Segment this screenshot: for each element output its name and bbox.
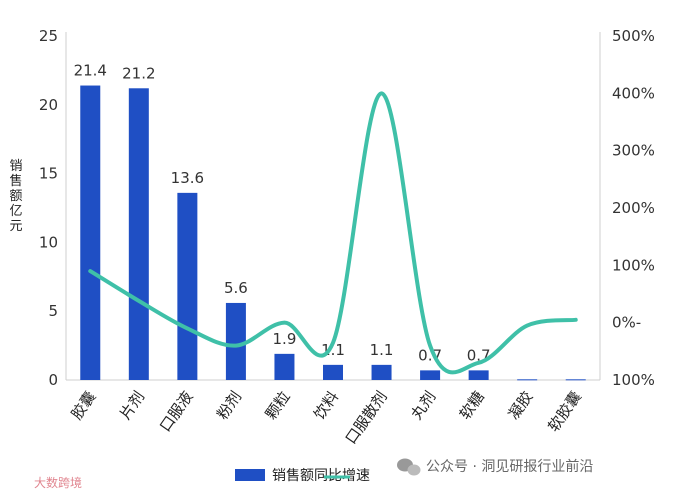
- x-category-label: 丸剂: [407, 388, 439, 423]
- right-y-tick-label: 200%: [612, 199, 655, 217]
- x-axis-categories: 胶囊 片剂 口服液 粉剂 颗粒 饮料 口服散剂 丸剂 软糖 凝胶 软胶囊: [68, 388, 585, 447]
- bar: [225, 302, 246, 380]
- left-y-axis: 0 5 10 15 20 25: [39, 27, 600, 389]
- bar-data-label: 21.2: [122, 64, 155, 82]
- bar: [177, 192, 198, 380]
- y-axis-label-char: 额: [9, 189, 22, 204]
- watermark-left-text: 大数跨境: [34, 475, 82, 490]
- watermark-right-text: 公众号 · 洞见研报行业前沿: [426, 458, 593, 475]
- y-axis-label-char: 元: [9, 219, 22, 234]
- x-category-label: 颗粒: [262, 388, 294, 423]
- bar: [517, 379, 538, 381]
- bar-data-label: 1.9: [273, 330, 297, 348]
- x-category-label: 凝胶: [504, 388, 536, 423]
- x-category-label: 软糖: [456, 388, 488, 423]
- y-axis-label-char: 亿: [9, 204, 22, 219]
- y-axis-label-char: 销: [9, 159, 22, 174]
- left-y-tick-label: 5: [48, 302, 58, 320]
- x-category-label: 口服液: [156, 388, 197, 435]
- bar-data-label: 5.6: [224, 279, 248, 297]
- right-y-axis: 500% 400% 300% 200% 100% 0%- 100%: [599, 27, 655, 389]
- bar: [371, 364, 392, 380]
- x-category-label: 粉剂: [213, 388, 245, 423]
- bar-data-label: 13.6: [171, 169, 204, 187]
- right-y-tick-label: 100%: [612, 256, 655, 274]
- wechat-icon: [397, 458, 421, 476]
- left-y-tick-label: 25: [39, 27, 58, 45]
- bar: [420, 370, 441, 380]
- right-y-tick-label: 100%: [612, 371, 655, 389]
- watermark: 公众号 · 洞见研报行业前沿 大数跨境: [34, 458, 593, 490]
- right-y-tick-label: 500%: [612, 27, 655, 45]
- bar: [565, 379, 586, 381]
- x-category-label: 片剂: [116, 388, 148, 423]
- x-category-label: 饮料: [310, 388, 342, 423]
- bar-data-label: 21.4: [74, 62, 107, 80]
- right-y-tick-label: 0%-: [612, 314, 641, 332]
- legend: 销售额同比增速: [235, 468, 370, 484]
- x-category-label: 胶囊: [68, 388, 100, 423]
- right-y-tick-label: 400%: [612, 84, 655, 102]
- bar-series: [80, 85, 586, 381]
- legend-bar-swatch: [235, 469, 265, 481]
- left-y-tick-label: 15: [39, 165, 58, 183]
- bar-data-label: 1.1: [370, 341, 394, 359]
- y-axis-label-char: 售: [9, 173, 22, 189]
- left-y-tick-label: 20: [39, 96, 58, 114]
- bar: [274, 353, 295, 380]
- x-category-label: 软胶囊: [544, 388, 585, 435]
- bar: [128, 88, 149, 381]
- right-y-tick-label: 300%: [612, 142, 655, 160]
- legend-label: 销售额同比增速: [272, 468, 370, 484]
- left-y-tick-label: 10: [39, 233, 58, 251]
- bar: [80, 85, 101, 380]
- x-category-label: 口服散剂: [342, 388, 391, 447]
- bar: [323, 364, 343, 380]
- left-y-tick-label: 0: [48, 371, 58, 389]
- bar-data-labels: 21.4 21.213.65.61.91.1 1.1 0.7 0.7: [74, 62, 491, 365]
- growth-line: [88, 91, 578, 375]
- bar: [468, 370, 489, 380]
